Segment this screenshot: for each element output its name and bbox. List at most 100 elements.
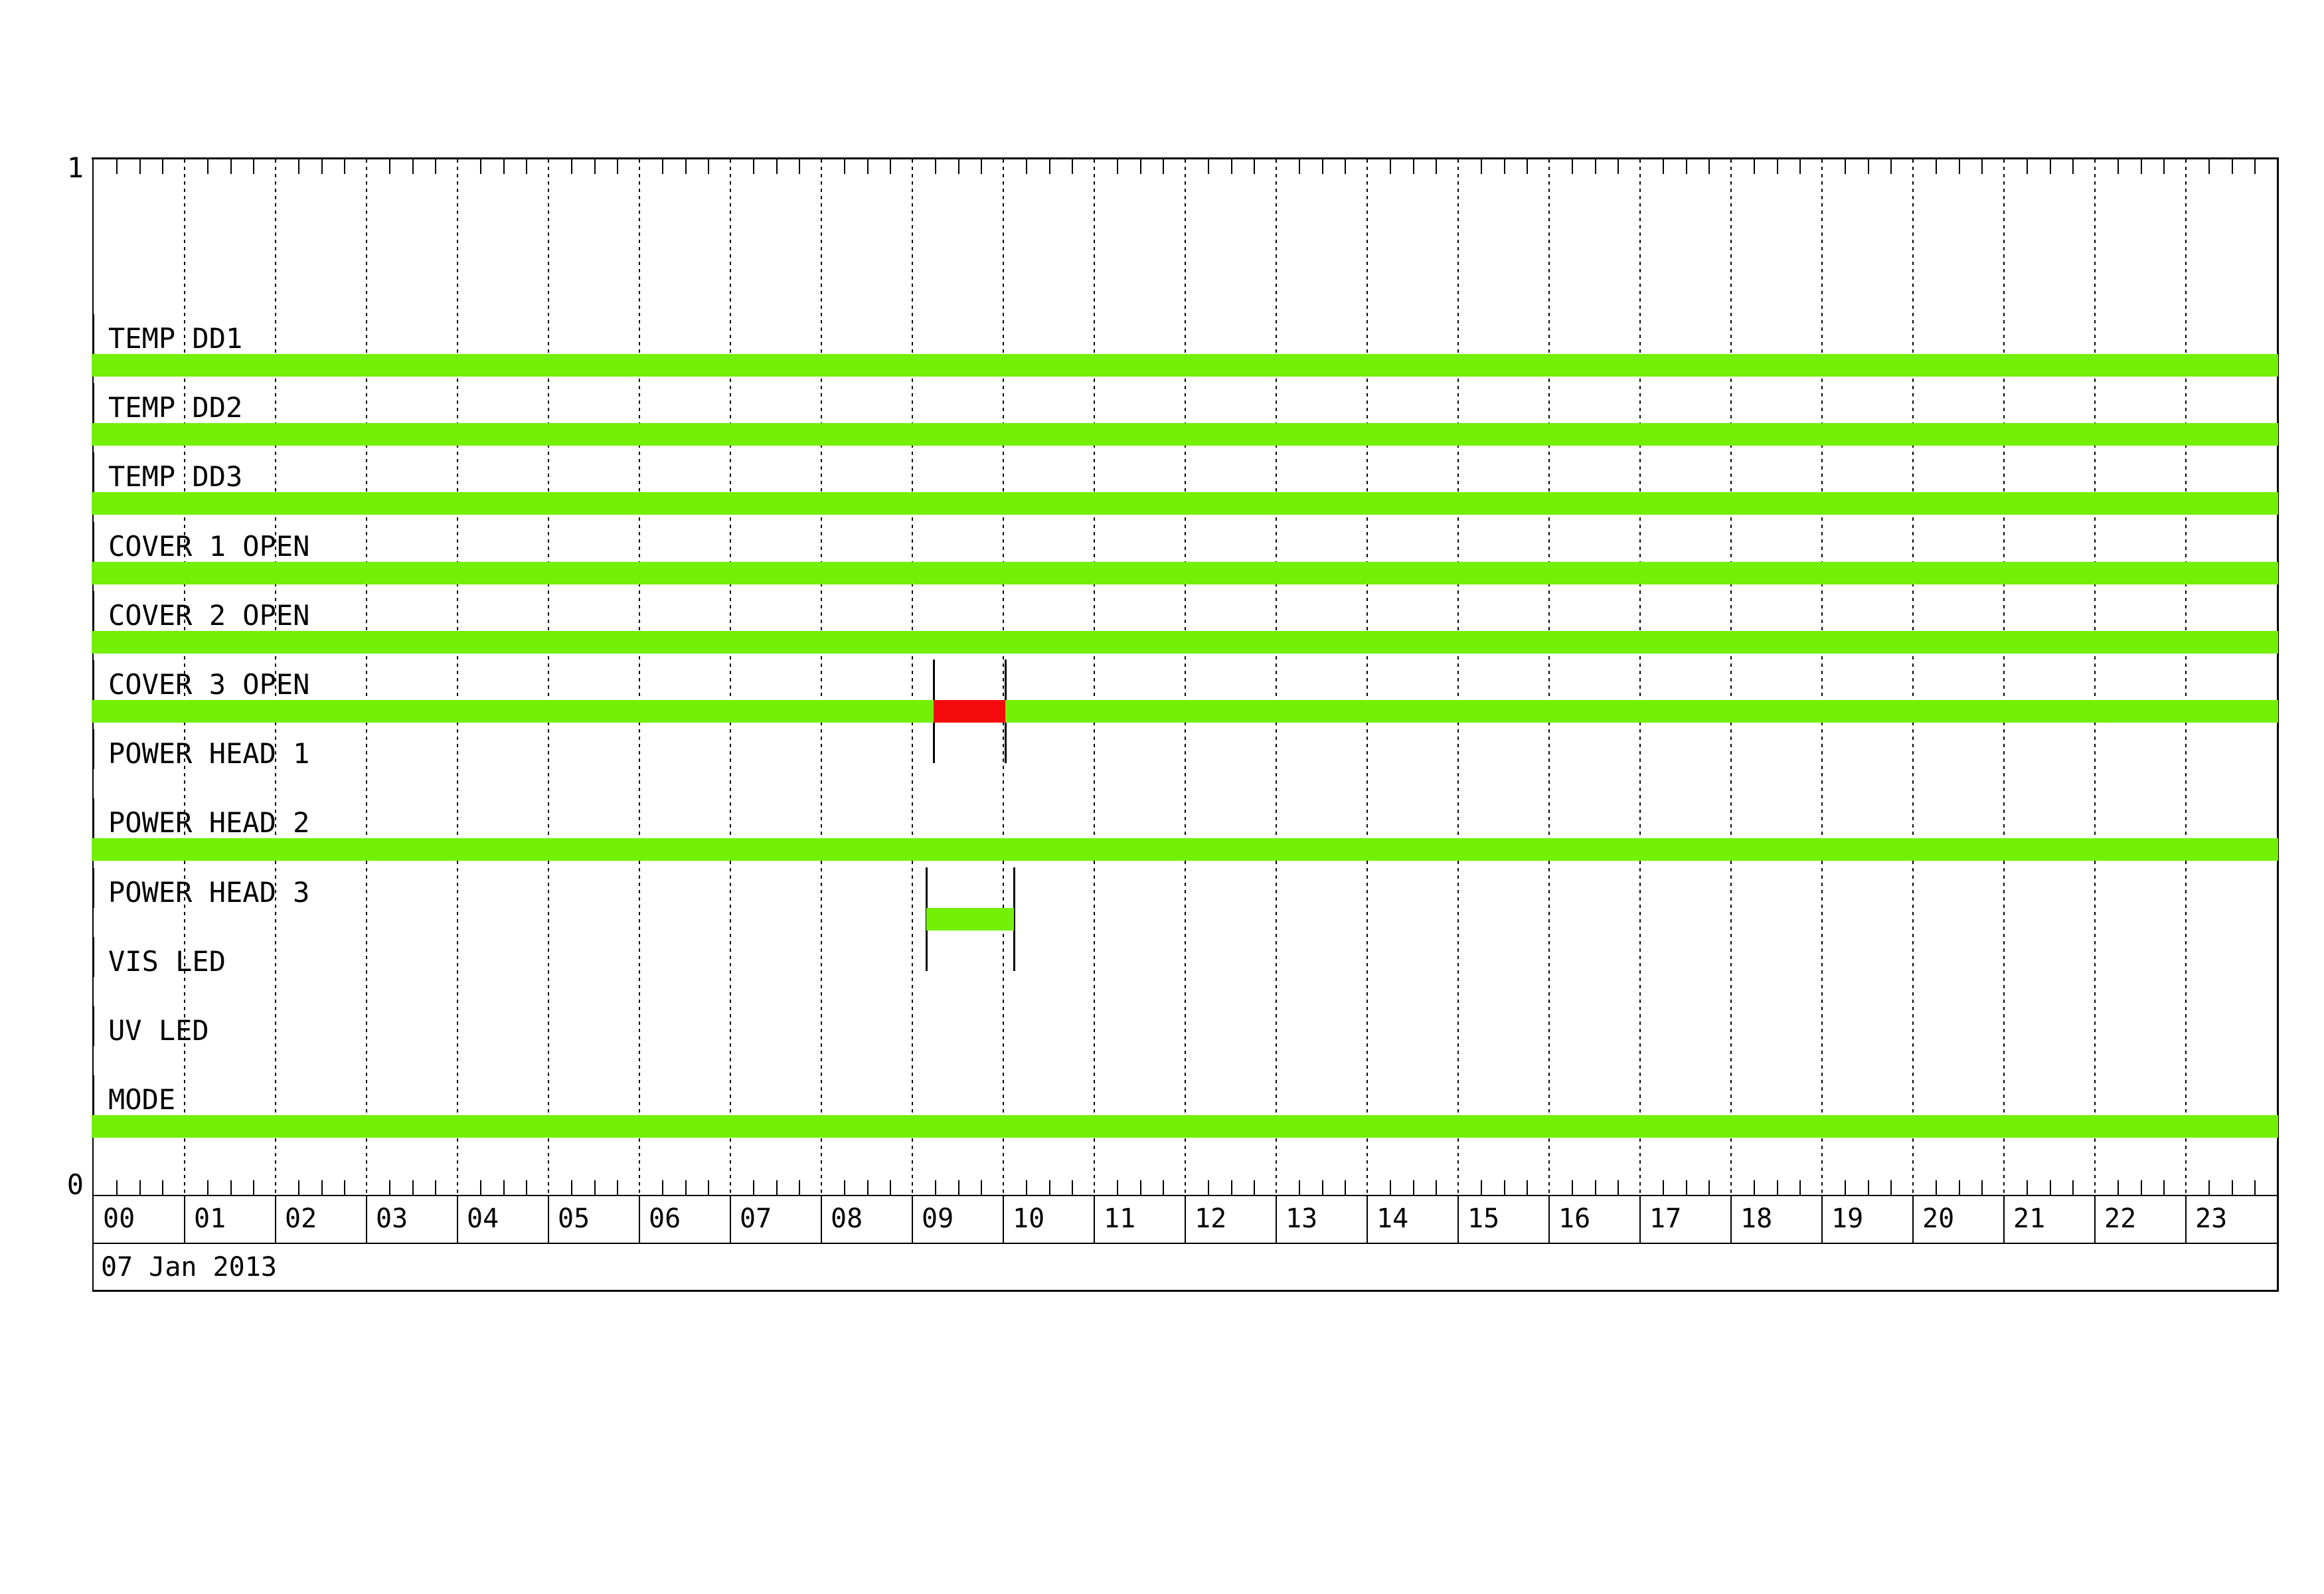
hour-label-08: 08 xyxy=(831,1203,863,1234)
tick-bottom xyxy=(1981,1180,1983,1195)
hour-cell-separator xyxy=(1821,1195,1823,1243)
tick-top xyxy=(890,159,891,174)
tick-bottom xyxy=(1163,1180,1164,1195)
tick-bottom xyxy=(1254,1180,1255,1195)
tick-top xyxy=(958,159,959,174)
hour-label-02: 02 xyxy=(285,1203,317,1234)
tick-top xyxy=(526,159,527,174)
tick-top xyxy=(389,159,390,174)
tick-bottom xyxy=(2117,1180,2119,1195)
status-bar-cover-2-open-on xyxy=(92,631,2278,654)
tick-bottom xyxy=(1117,1180,1118,1195)
tick-top xyxy=(935,159,936,174)
tick-top xyxy=(1754,159,1755,174)
tick-bottom xyxy=(298,1180,299,1195)
gridline-hour-06 xyxy=(639,159,640,1195)
row-label-vis-led: VIS LED xyxy=(108,945,226,978)
tick-top xyxy=(1959,159,1960,174)
tick-top xyxy=(116,159,118,174)
hour-label-21: 21 xyxy=(2013,1203,2046,1234)
hour-cell-separator xyxy=(1367,1195,1368,1243)
tick-top xyxy=(1663,159,1664,174)
tick-bottom xyxy=(435,1180,436,1195)
hour-label-04: 04 xyxy=(467,1203,499,1234)
tick-top xyxy=(1436,159,1437,174)
hour-label-23: 23 xyxy=(2195,1203,2228,1234)
tick-top xyxy=(1572,159,1573,174)
tick-bottom xyxy=(480,1180,481,1195)
hour-label-00: 00 xyxy=(103,1203,135,1234)
tick-top xyxy=(1231,159,1232,174)
tick-bottom xyxy=(799,1180,800,1195)
start-marker-power-head-1 xyxy=(92,729,94,769)
tick-bottom xyxy=(1322,1180,1323,1195)
tick-top xyxy=(207,159,208,174)
tick-top xyxy=(753,159,754,174)
hour-label-17: 17 xyxy=(1649,1203,1682,1234)
tick-bottom xyxy=(389,1180,390,1195)
hour-cell-separator xyxy=(1548,1195,1550,1243)
tick-bottom xyxy=(1140,1180,1141,1195)
date-row-border-bottom xyxy=(92,1290,2279,1292)
row-label-temp-dd1: TEMP DD1 xyxy=(108,322,243,355)
gridline-hour-21 xyxy=(2003,159,2005,1195)
hour-cell-separator xyxy=(2003,1195,2005,1243)
tick-top xyxy=(2163,159,2165,174)
gridline-hour-18 xyxy=(1730,159,1732,1195)
row-label-uv-led: UV LED xyxy=(108,1014,209,1047)
hour-label-14: 14 xyxy=(1376,1203,1409,1234)
tick-top xyxy=(162,159,163,174)
tick-bottom xyxy=(253,1180,254,1195)
tick-bottom xyxy=(321,1180,323,1195)
tick-top xyxy=(412,159,414,174)
gridline-hour-12 xyxy=(1185,159,1186,1195)
tick-top xyxy=(321,159,323,174)
hour-cell-separator xyxy=(1185,1195,1186,1243)
gridline-hour-15 xyxy=(1457,159,1459,1195)
tick-top xyxy=(1686,159,1687,174)
tick-bottom xyxy=(1049,1180,1050,1195)
hour-label-19: 19 xyxy=(1831,1203,1864,1234)
tick-bottom xyxy=(844,1180,845,1195)
tick-top xyxy=(1254,159,1255,174)
gridline-hour-09 xyxy=(912,159,913,1195)
tick-bottom xyxy=(1345,1180,1346,1195)
y-axis-label-top: 1 xyxy=(66,151,84,184)
tick-bottom xyxy=(1572,1180,1573,1195)
tick-bottom xyxy=(1527,1180,1528,1195)
status-bar-cover-1-open-on xyxy=(92,562,2278,584)
hour-label-15: 15 xyxy=(1467,1203,1500,1234)
start-marker-temp-dd2 xyxy=(92,383,94,423)
status-bar-temp-dd3-on xyxy=(92,492,2278,515)
hour-cell-separator xyxy=(1912,1195,1914,1243)
tick-bottom xyxy=(2254,1180,2256,1195)
tick-top xyxy=(1163,159,1164,174)
tick-top xyxy=(139,159,141,174)
tick-top xyxy=(1595,159,1596,174)
tick-top xyxy=(1618,159,1619,174)
hour-cell-separator xyxy=(2185,1195,2187,1243)
gridline-hour-22 xyxy=(2094,159,2096,1195)
tick-bottom xyxy=(162,1180,163,1195)
tick-bottom xyxy=(662,1180,663,1195)
tick-bottom xyxy=(935,1180,936,1195)
tick-top xyxy=(1117,159,1118,174)
tick-bottom xyxy=(2208,1180,2210,1195)
tick-bottom xyxy=(344,1180,345,1195)
tick-top xyxy=(1799,159,1801,174)
tick-top xyxy=(867,159,869,174)
hour-label-05: 05 xyxy=(558,1203,590,1234)
hour-cell-separator xyxy=(275,1195,276,1243)
start-marker-power-head-3 xyxy=(92,868,94,908)
tick-top xyxy=(1936,159,1937,174)
tick-bottom xyxy=(2163,1180,2165,1195)
gridline-hour-20 xyxy=(1912,159,1914,1195)
tick-top xyxy=(1845,159,1846,174)
tick-bottom xyxy=(594,1180,596,1195)
tick-bottom xyxy=(1436,1180,1437,1195)
row-label-temp-dd2: TEMP DD2 xyxy=(108,391,243,424)
gridline-hour-13 xyxy=(1276,159,1277,1195)
tick-bottom xyxy=(890,1180,891,1195)
tick-bottom xyxy=(617,1180,618,1195)
start-marker-cover-3-open xyxy=(92,660,94,700)
